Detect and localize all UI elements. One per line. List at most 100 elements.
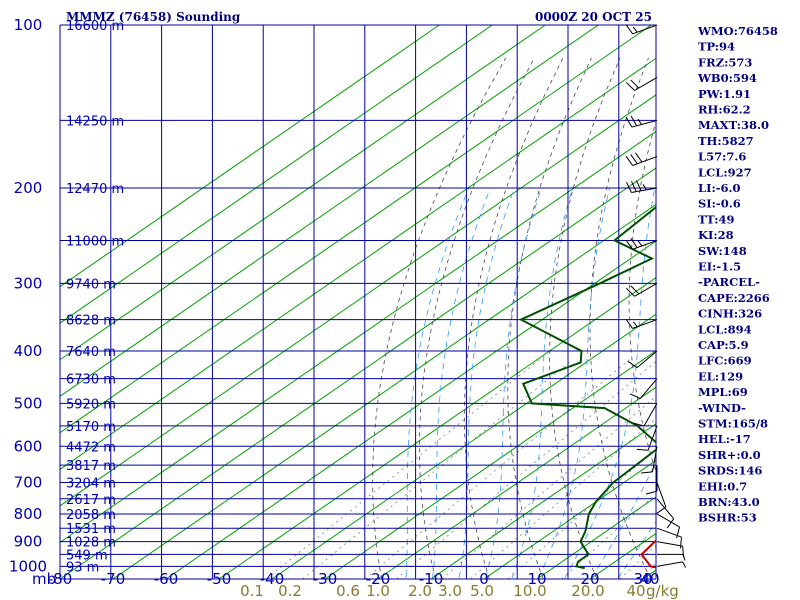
pressure-unit-label: mb xyxy=(32,570,56,588)
height-label: 2617 m xyxy=(66,493,116,508)
wind-barb xyxy=(626,77,658,91)
isotherm-line xyxy=(60,57,656,470)
index-value: MAXT:38.0 xyxy=(698,118,769,132)
index-value: L57:7.6 xyxy=(698,150,746,164)
wind-barb xyxy=(636,425,658,451)
mixing-ratio-label: 2.0 xyxy=(408,582,432,600)
wind-barb xyxy=(627,350,658,369)
index-value: LFC:669 xyxy=(698,354,752,368)
wind-barb xyxy=(656,541,685,558)
index-value: TP:94 xyxy=(698,40,735,54)
pressure-tick-label: 400 xyxy=(14,342,43,360)
dry-adiabat-line xyxy=(589,57,652,579)
wind-barb xyxy=(625,318,658,329)
mixing-ratio-label: 0.2 xyxy=(278,582,302,600)
pressure-tick-label: 600 xyxy=(14,437,43,455)
mixing-ratio-label: 40 xyxy=(626,582,645,600)
dry-adiabat-line xyxy=(507,57,592,579)
wind-barb xyxy=(626,282,658,297)
height-label: 1531 m xyxy=(66,522,116,537)
height-label: 1028 m xyxy=(66,536,116,551)
temperature-tick-label: -20 xyxy=(366,570,391,588)
height-label: 549 m xyxy=(66,548,108,563)
isotherm-line xyxy=(112,203,656,579)
index-value: HEL:-17 xyxy=(698,432,751,446)
index-value: SW:148 xyxy=(698,244,747,258)
index-value: CINH:326 xyxy=(698,307,762,321)
isotherm-line xyxy=(60,167,656,579)
height-label: 5920 m xyxy=(66,397,116,412)
index-value: SHR+:0.0 xyxy=(698,448,761,462)
index-value: SI:-0.6 xyxy=(698,197,741,211)
height-label: 14250 m xyxy=(66,114,124,129)
index-value: FRZ:573 xyxy=(698,55,752,69)
isotherm-line xyxy=(60,25,599,397)
index-value: BRN:43.0 xyxy=(698,495,760,509)
wind-barb xyxy=(625,24,658,35)
mixing-ratio-label: 0.6 xyxy=(336,582,360,600)
index-value: TT:49 xyxy=(698,212,735,226)
temperature-tick-label: 20 xyxy=(580,570,599,588)
isotherm-line xyxy=(377,386,656,579)
isotherm-line xyxy=(60,94,656,507)
height-label: 3204 m xyxy=(66,477,116,492)
index-value: CAP:5.9 xyxy=(698,338,749,352)
wind-barb xyxy=(645,465,658,495)
wind-barb xyxy=(657,553,686,561)
chart-title: MMMZ (76458) Sounding xyxy=(66,10,241,24)
isotherm-line xyxy=(218,277,656,579)
height-label: 3817 m xyxy=(66,459,116,474)
height-label: 9740 m xyxy=(66,277,116,292)
mixing-ratio-label: 3.0 xyxy=(438,582,462,600)
index-value: SRDS:146 xyxy=(698,464,762,478)
mixing-ratio-line xyxy=(266,359,540,579)
isotherm-line xyxy=(60,25,440,288)
index-value: BSHR:53 xyxy=(698,511,757,525)
index-value: WMO:76458 xyxy=(697,24,778,38)
height-label: 4472 m xyxy=(66,440,116,455)
dry-adiabat-line xyxy=(628,120,656,473)
pressure-tick-label: 100 xyxy=(14,16,43,34)
moist-adiabat-line xyxy=(458,187,515,578)
dry-adiabat-line xyxy=(372,57,507,579)
temperature-tick-label: 30 xyxy=(633,570,652,588)
isotherm-line xyxy=(324,350,656,579)
pressure-tick-label: 700 xyxy=(14,474,43,492)
height-label: 6730 m xyxy=(66,373,116,388)
index-value: EI:-1.5 xyxy=(698,260,741,274)
index-value: WB0:594 xyxy=(697,71,757,85)
wind-barb xyxy=(626,180,658,193)
isotherm-line xyxy=(60,130,656,544)
pressure-tick-label: 800 xyxy=(14,505,43,523)
temperature-tick-label: -60 xyxy=(154,570,179,588)
index-value: KI:28 xyxy=(698,228,734,242)
chart-datetime: 0000Z 20 OCT 25 xyxy=(535,10,652,24)
mixing-ratio-label: 0.1 xyxy=(240,582,264,600)
index-value: LCL:894 xyxy=(698,322,752,336)
index-value: EL:129 xyxy=(698,369,743,383)
temperature-tick-label: -30 xyxy=(313,570,338,588)
index-value: PW:1.91 xyxy=(698,87,751,101)
height-label: 2058 m xyxy=(66,508,116,523)
temperature-tick-label: 0 xyxy=(479,570,489,588)
index-value: EHI:0.7 xyxy=(698,479,747,493)
height-label: 5170 m xyxy=(66,420,116,435)
mixing-ratio-label: 5.0 xyxy=(470,582,494,600)
index-value: CAPE:2266 xyxy=(698,291,770,305)
wind-barb xyxy=(656,513,681,539)
height-label: 7640 m xyxy=(66,345,116,360)
dry-adiabat-line xyxy=(418,57,535,579)
index-value: LI:-6.0 xyxy=(698,181,741,195)
temperature-tick-label: -80 xyxy=(48,570,73,588)
pressure-tick-label: 1000 xyxy=(9,557,47,575)
mixing-ratio-unit-label: g/kg xyxy=(646,582,679,600)
index-value: MPL:69 xyxy=(698,385,748,399)
dry-adiabat-line xyxy=(463,57,564,579)
wind-barb xyxy=(625,152,658,166)
isotherm-line xyxy=(60,25,546,361)
wind-barb xyxy=(629,378,658,400)
wind-barb xyxy=(656,482,667,514)
pressure-tick-label: 900 xyxy=(14,533,43,551)
mixing-ratio-label: 1.0 xyxy=(366,582,390,600)
temperature-tick-label: -70 xyxy=(101,570,126,588)
